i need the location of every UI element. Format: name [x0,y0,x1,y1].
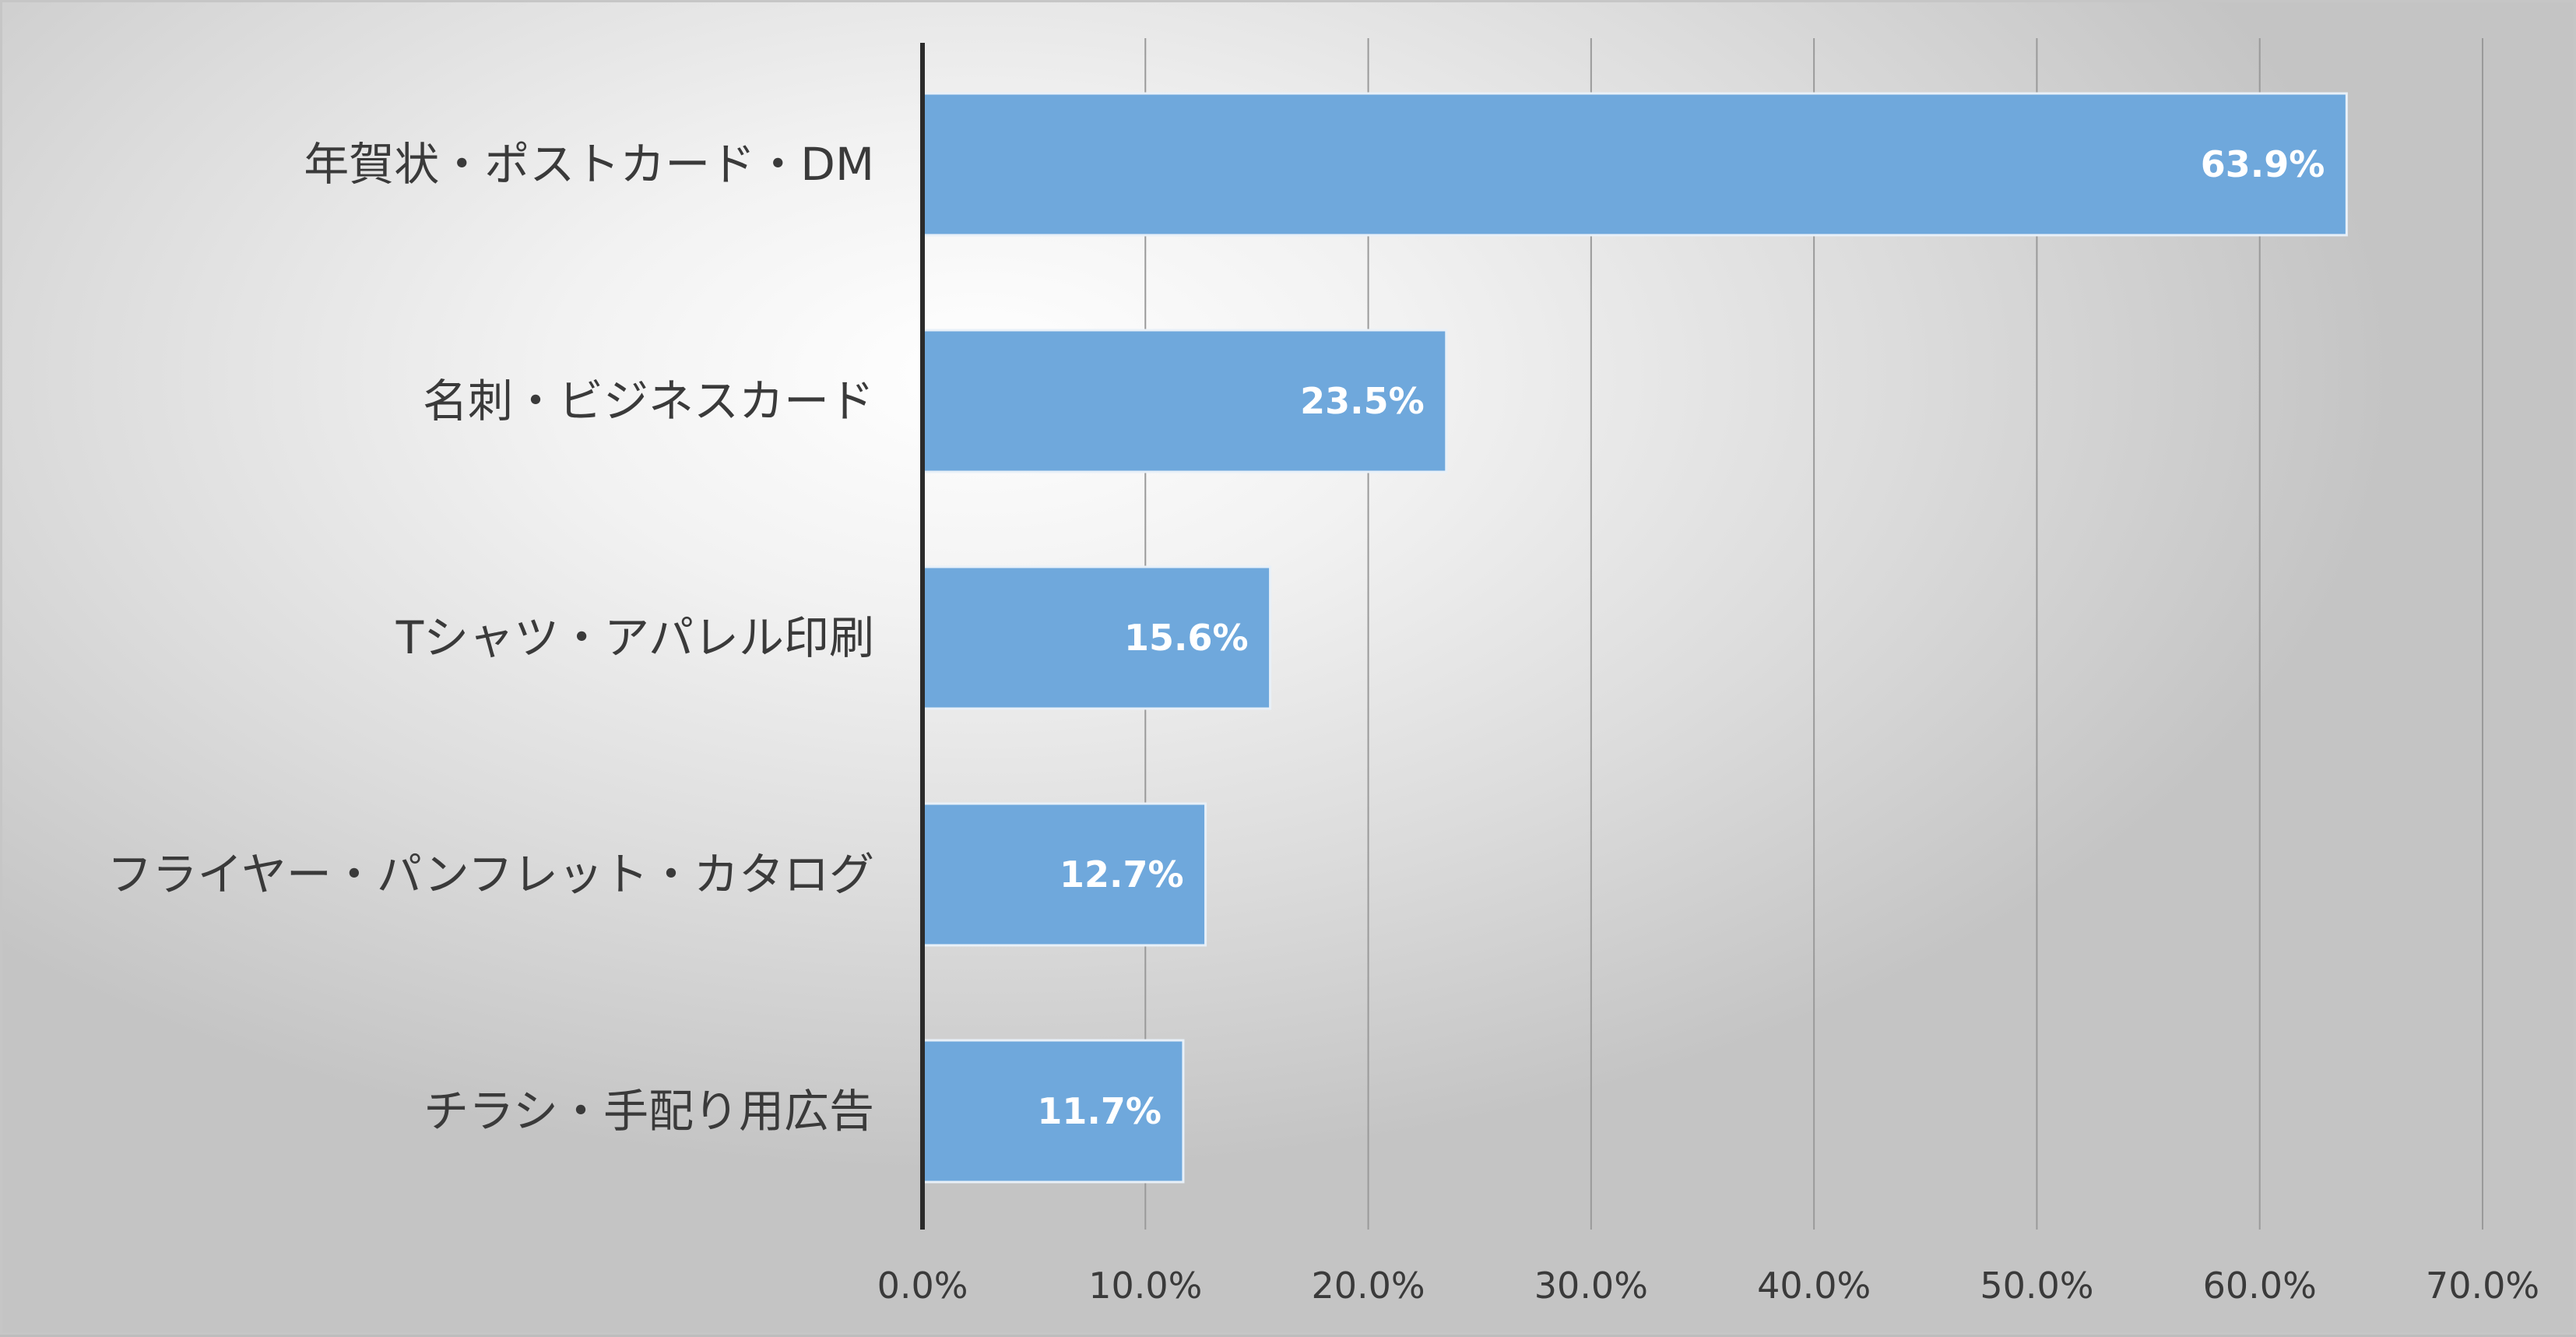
x-tick-label: 20.0% [1312,1265,1425,1307]
data-labels: 63.9% 23.5% 15.6% 12.7% 11.7% [1037,143,2325,1132]
data-label: 15.6% [1124,617,1249,659]
x-tick-label: 40.0% [1757,1265,1871,1307]
bar [921,329,1448,473]
data-label: 63.9% [2201,143,2325,185]
x-tick-label: 60.0% [2203,1265,2317,1307]
x-tick-label: 70.0% [2426,1265,2539,1307]
x-tick-label: 0.0% [877,1265,968,1307]
category-label: 年賀状・ポストカード・DM [304,138,874,191]
x-tick-label: 50.0% [1980,1265,2093,1307]
bar [921,1039,1185,1184]
bar [921,92,2348,237]
category-label: チラシ・手配り用広告 [423,1085,874,1138]
data-label: 23.5% [1300,380,1425,422]
category-label: Tシャツ・アパレル印刷 [395,611,874,664]
x-tick-label: 10.0% [1088,1265,1202,1307]
bar [921,565,1272,710]
x-tick-labels: 0.0% 10.0% 20.0% 30.0% 40.0% 50.0% 60.0% 70.0% [877,1265,2540,1307]
bars [921,92,2348,1184]
grid-lines [1144,38,2483,1230]
category-label: 名刺・ビジネスカード [423,375,874,427]
x-tick-label: 30.0% [1534,1265,1648,1307]
category-labels: 年賀状・ポストカード・DM 名刺・ビジネスカード Tシャツ・アパレル印刷フライヤー・… [107,138,874,1138]
data-label: 12.7% [1060,853,1184,895]
category-label: フライヤー・パンフレット・カタログ [107,848,874,901]
data-label: 11.7% [1037,1090,1161,1132]
